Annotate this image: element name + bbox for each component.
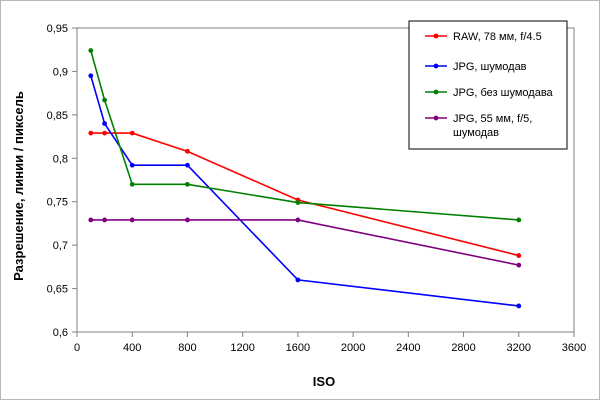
legend-swatch-marker (433, 63, 439, 69)
legend: RAW, 78 мм, f/4.5 JPG, шумодав JPG, без шу… (408, 20, 568, 150)
x-axis-title: ISO (313, 374, 335, 389)
data-point (185, 162, 190, 168)
y-tick-label: 0,65 (47, 284, 68, 296)
x-tick-label: 400 (123, 342, 141, 354)
x-tick-label: 3200 (507, 342, 531, 354)
data-point (516, 303, 522, 309)
x-tick-label: 3600 (562, 342, 586, 354)
y-tick-label: 0,85 (47, 110, 68, 122)
y-tick-label: 0,75 (47, 197, 68, 209)
x-tick-label: 0 (74, 342, 80, 354)
legend-swatch-marker (433, 33, 439, 39)
data-point (88, 130, 94, 136)
data-point (129, 162, 135, 168)
data-point (129, 217, 135, 223)
data-point (516, 217, 522, 223)
data-point (102, 130, 108, 136)
data-point (295, 277, 301, 283)
legend-label: JPG, шумодав (453, 61, 527, 73)
data-point (185, 181, 190, 187)
y-tick-label: 0,95 (47, 23, 68, 35)
x-tick-label: 2800 (451, 342, 475, 354)
data-point (129, 130, 135, 136)
x-tick-label: 800 (178, 342, 196, 354)
y-tick-label: 0,8 (53, 153, 68, 165)
data-point (129, 181, 135, 187)
legend-label: JPG, без шумодава (453, 87, 554, 99)
x-tick-label: 1600 (286, 342, 310, 354)
legend-box (408, 20, 568, 150)
data-point (88, 73, 94, 79)
series-layer (88, 48, 522, 309)
legend-label: JPG, 55 мм, f/5, шумодав (453, 113, 532, 139)
legend-label: RAW, 78 мм, f/4.5 (453, 31, 542, 43)
axes: 0 400 800 1200 1600 2000 2400 2800 3200 3600 0,6 0,… (47, 23, 587, 354)
y-tick-label: 0,7 (53, 240, 68, 252)
legend-swatch-marker (433, 89, 439, 95)
data-point (102, 97, 108, 103)
data-point (88, 217, 94, 223)
series-line-2 (90, 75, 519, 307)
series-line-3 (90, 50, 519, 221)
y-tick-label: 0,9 (53, 66, 68, 78)
x-tick-label: 1200 (230, 342, 254, 354)
data-point (185, 148, 190, 154)
data-point (185, 217, 190, 223)
data-point (102, 121, 108, 126)
x-tick-label: 2000 (341, 342, 365, 354)
x-tick-label: 2400 (396, 342, 420, 354)
data-point (516, 262, 522, 268)
legend-swatch-marker (433, 115, 439, 121)
y-tick-label: 0,6 (53, 327, 68, 339)
y-axis-title: Разрешение, линии / пиксель (11, 91, 26, 281)
data-point (102, 217, 108, 223)
data-point (516, 253, 522, 258)
data-point (295, 217, 301, 223)
data-point (295, 200, 301, 205)
data-point (88, 48, 94, 53)
